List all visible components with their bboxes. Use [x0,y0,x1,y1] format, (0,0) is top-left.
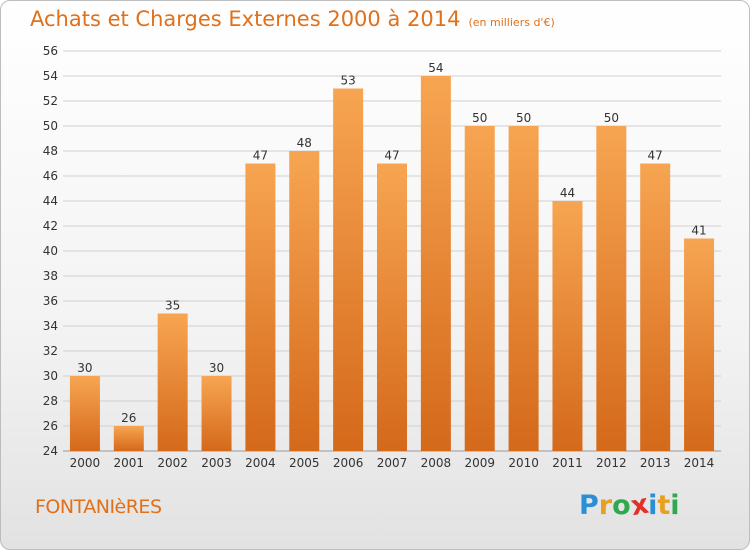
y-tick-label: 44 [43,194,58,208]
x-tick-label-2008: 2008 [421,456,452,470]
x-tick-label-2009: 2009 [464,456,495,470]
y-tick-label: 50 [43,119,58,133]
bars [69,76,715,451]
bar-2014 [684,238,715,451]
data-label-2008: 54 [428,61,443,75]
x-tick-label-2010: 2010 [508,456,539,470]
bar-2010 [508,126,539,451]
y-tick-label: 34 [43,319,58,333]
y-tick-label: 52 [43,94,58,108]
x-tick-label-2003: 2003 [201,456,232,470]
chart-title: Achats et Charges Externes 2000 à 2014 (e… [30,7,555,31]
x-tick-label-2000: 2000 [70,456,101,470]
y-tick-label: 42 [43,219,58,233]
y-tick-label: 26 [43,419,58,433]
logo-letter: i [648,490,658,521]
bar-2011 [552,201,583,451]
data-labels: 30 26 35 30 47 48 53 47 54 50 50 44 50 47 41 [77,61,706,425]
x-tick-label-2007: 2007 [377,456,408,470]
y-tick-label: 46 [43,169,58,183]
bar-2001 [113,426,144,451]
data-label-2002: 35 [165,299,180,313]
bar-2012 [596,126,627,451]
x-tick-label-2004: 2004 [245,456,276,470]
x-tick-label-2011: 2011 [552,456,583,470]
x-tick-label-2014: 2014 [684,456,715,470]
bar-2009 [464,126,495,451]
bar-2008 [420,76,451,451]
bar-2000 [69,376,100,451]
x-tick-label-2002: 2002 [157,456,188,470]
data-label-2003: 30 [209,361,224,375]
chart-title-text: Achats et Charges Externes 2000 à 2014 [30,7,461,31]
x-tick-label-2012: 2012 [596,456,627,470]
y-tick-label: 24 [43,444,58,458]
logo-letter: P [579,490,599,521]
data-label-2005: 48 [297,136,312,150]
bar-2003 [201,376,232,451]
bar-2007 [377,163,407,451]
chart-subtitle: (en milliers d'€) [468,16,555,29]
y-tick-label: 28 [43,394,58,408]
bar-2013 [640,163,671,451]
logo-letter: o [612,490,631,521]
data-label-2000: 30 [77,361,92,375]
y-tick-label: 54 [43,69,58,83]
town-name: FONTANIèRES [35,496,162,518]
data-label-2004: 47 [253,149,268,163]
data-label-2006: 53 [340,74,355,88]
bar-2004 [245,163,276,451]
y-axis-ticks: 24 26 28 30 32 34 36 38 40 42 44 46 48 50 52 54 56 [43,44,58,458]
logo-letter: i [670,490,680,521]
x-tick-label-2001: 2001 [114,456,145,470]
y-tick-label: 32 [43,344,58,358]
data-label-2009: 50 [472,111,487,125]
y-tick-label: 56 [43,44,58,58]
proxiti-logo: Proxiti [579,489,680,523]
y-tick-label: 36 [43,294,58,308]
data-label-2007: 47 [384,149,399,163]
data-label-2001: 26 [121,411,136,425]
x-tick-label-2006: 2006 [333,456,364,470]
data-label-2011: 44 [560,186,575,200]
x-axis-ticks: 2000 2001 2002 2003 2004 2005 2006 2007 2008 2009… [70,456,715,470]
x-tick-label-2013: 2013 [640,456,671,470]
y-tick-label: 30 [43,369,58,383]
y-tick-label: 48 [43,144,58,158]
data-label-2013: 47 [648,149,663,163]
x-tick-label-2005: 2005 [289,456,320,470]
data-label-2014: 41 [691,224,706,238]
y-tick-label: 38 [43,269,58,283]
logo-letter: t [657,490,671,521]
bar-2002 [157,313,188,451]
logo-letter: r [598,490,613,521]
y-tick-label: 40 [43,244,58,258]
data-label-2010: 50 [516,111,531,125]
bar-2005 [289,151,320,451]
bar-2006 [333,88,364,451]
data-label-2012: 50 [604,111,619,125]
